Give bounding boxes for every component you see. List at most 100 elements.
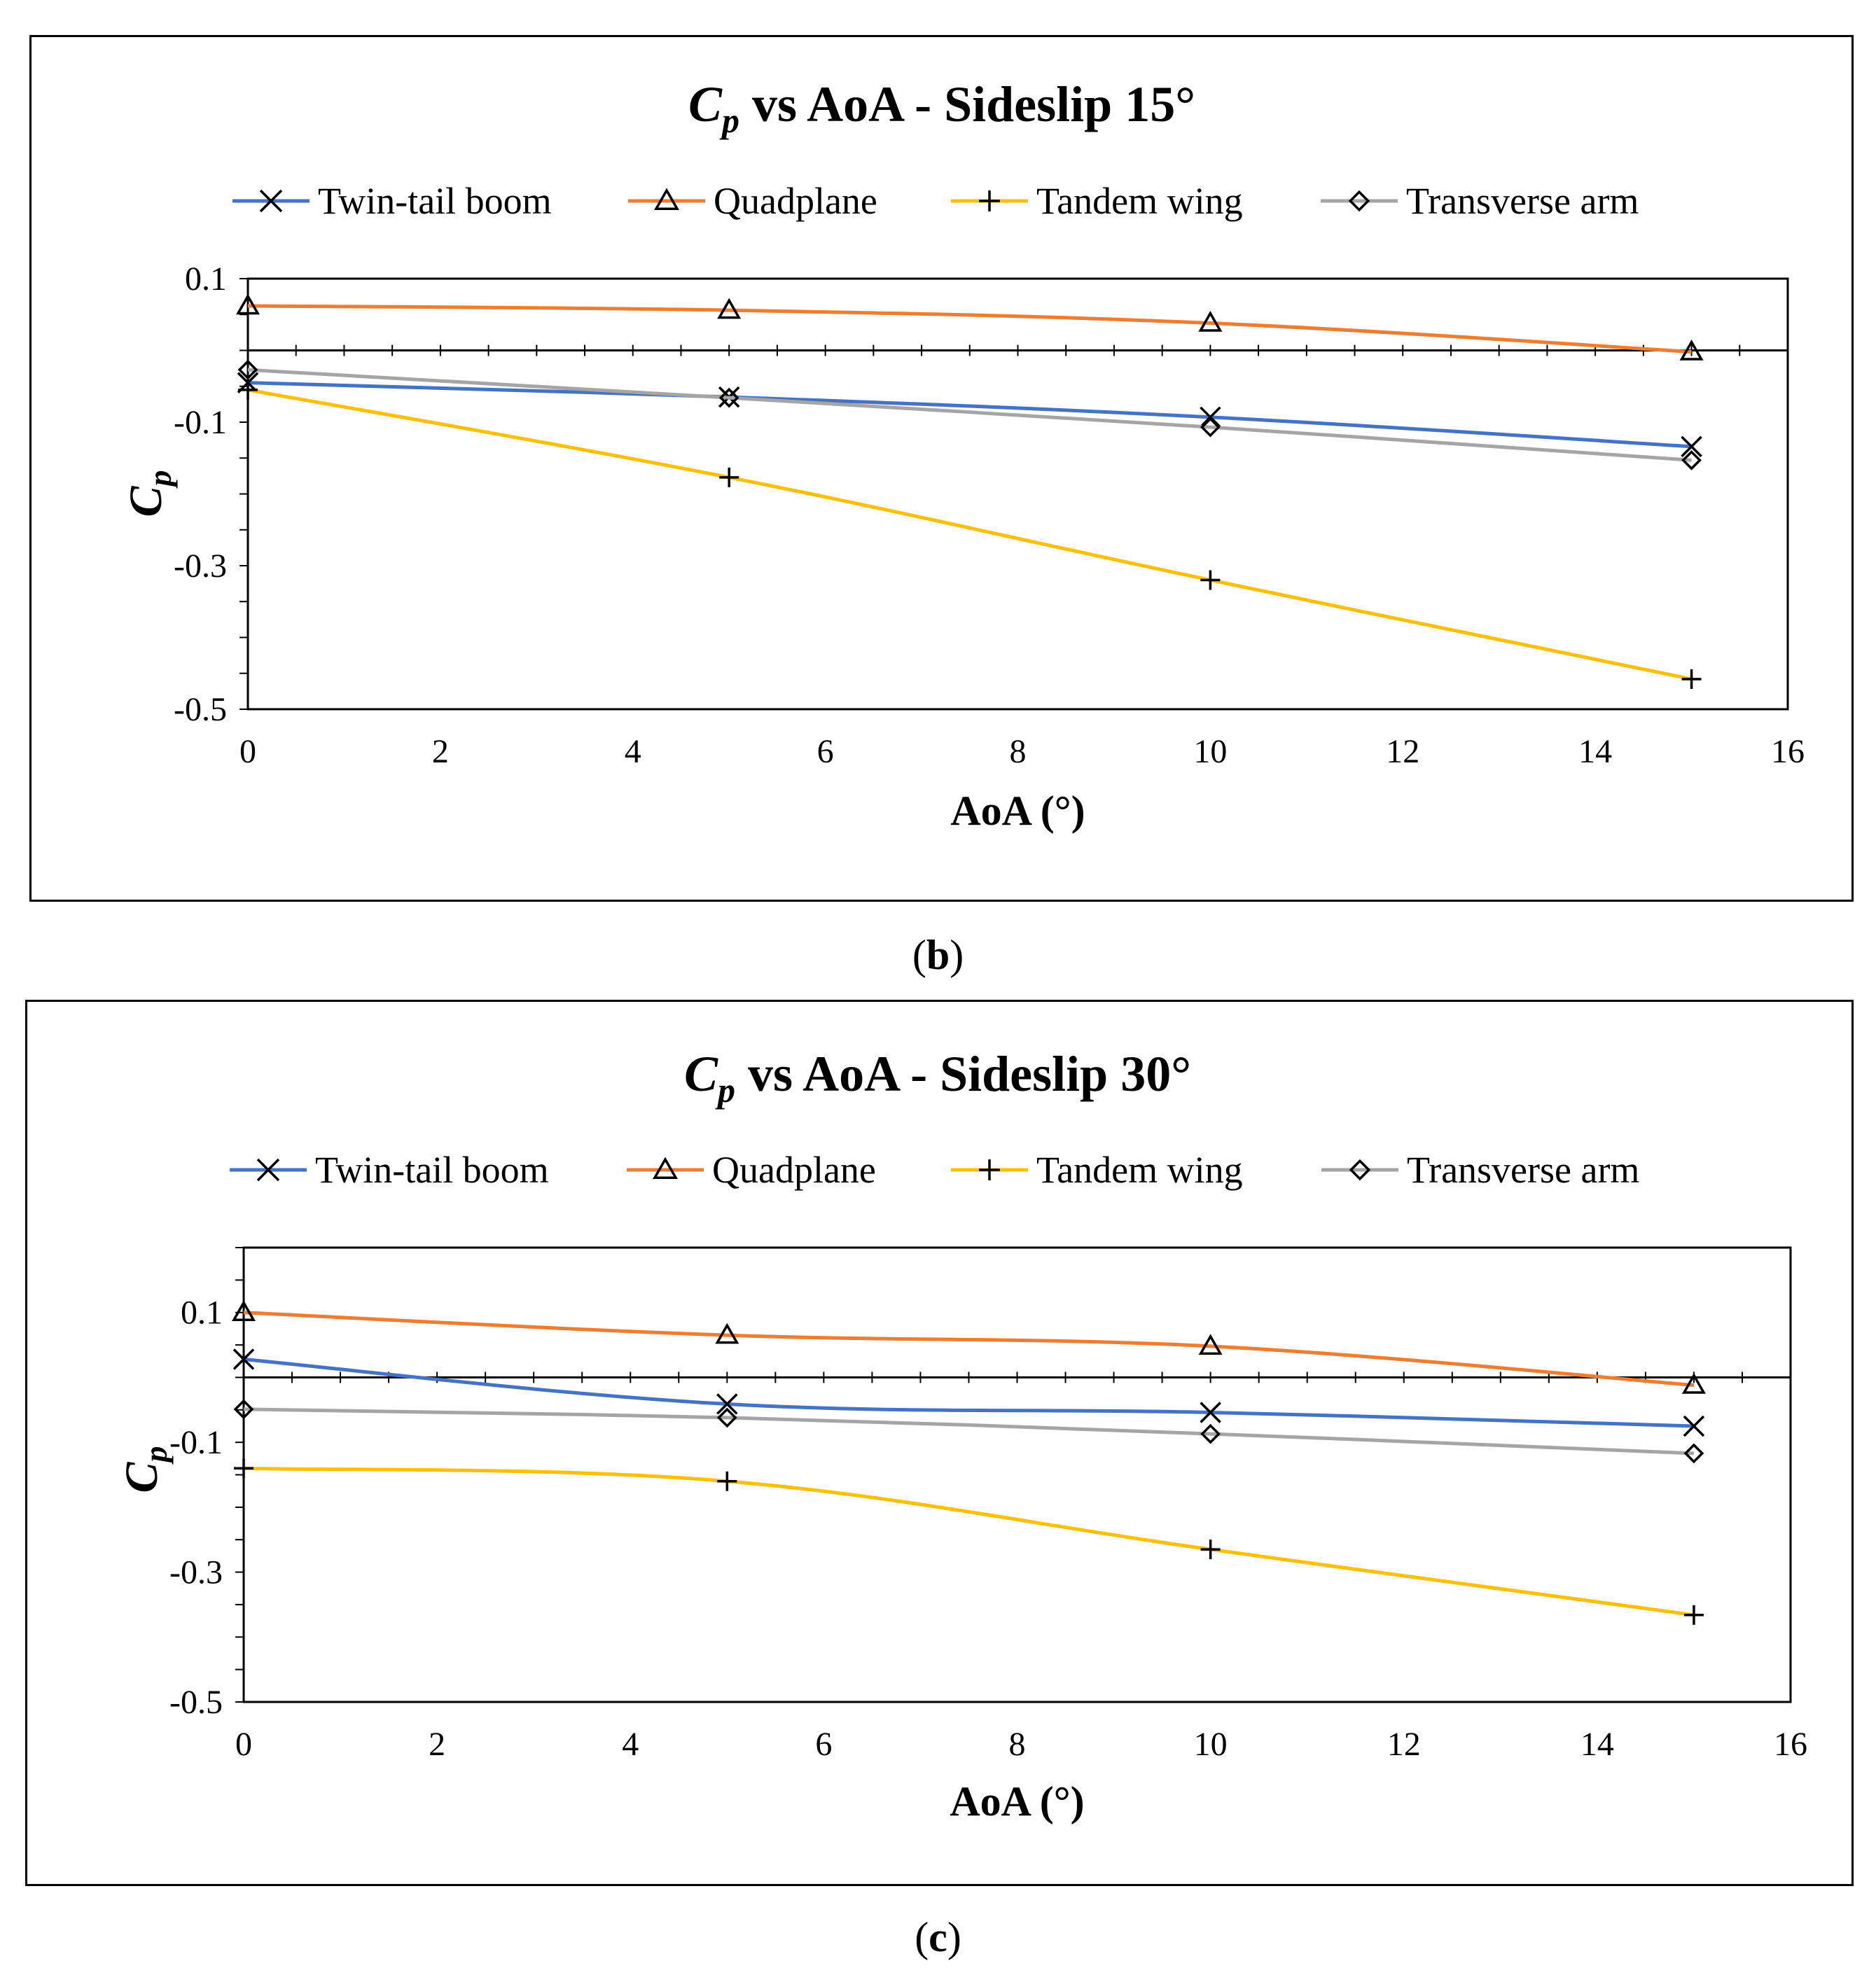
series-line (243, 1311, 1695, 1388)
chart-title: Cp vs AoA - Sideslip 30° (684, 1046, 1191, 1110)
data-point-diamond (718, 387, 739, 408)
y-label-c: C (120, 486, 172, 517)
legend-marker-diamond (1349, 1159, 1371, 1181)
title-rest: vs AoA - Sideslip 30° (735, 1046, 1191, 1102)
legend-label: Quadplane (712, 1149, 876, 1191)
panel-caption-b: (b) (912, 932, 964, 978)
y-label-subscript: p (138, 1446, 174, 1465)
legend-item-tandem-wing: Tandem wing (951, 180, 1243, 222)
legend-item-tandem-wing: Tandem wing (951, 1149, 1243, 1191)
data-point-triangle (1679, 340, 1704, 361)
chart-svg-c: Cp vs AoA - Sideslip 30° Twin-tail boom Qu… (116, 1046, 1807, 1824)
legend-label: Transverse arm (1406, 180, 1639, 222)
y-tick-label: -0.3 (174, 547, 227, 585)
legend-label: Transverse arm (1407, 1149, 1639, 1191)
x-tick-label: 0 (235, 1726, 252, 1763)
data-point-triangle (717, 298, 742, 319)
y-tick-label: -0.1 (174, 404, 227, 441)
x-tick-label: 16 (1771, 733, 1805, 770)
data-point-plus (1200, 1540, 1221, 1560)
data-point-diamond (1683, 1443, 1704, 1464)
data-point-diamond (1681, 449, 1702, 470)
y-label-subscript: p (142, 470, 178, 489)
series-line (243, 1466, 1695, 1617)
panel-label-b: b (926, 932, 950, 978)
panel-label-c: c (929, 1914, 947, 1960)
legend-label: Tandem wing (1036, 1149, 1243, 1191)
data-point-diamond (716, 1407, 737, 1428)
y-tick-label: -0.5 (169, 1684, 223, 1721)
series-line (243, 1407, 1695, 1456)
series-line (243, 1357, 1695, 1428)
legend-marker-x (259, 189, 283, 213)
title-subscript: p (715, 1070, 735, 1110)
chart-panel-b: Cp vs AoA - Sideslip 15° Twin-tail boom Qu… (29, 35, 1854, 902)
x-tick-label: 12 (1386, 733, 1419, 770)
legend-marker-x (256, 1158, 280, 1182)
legend-marker-plus (979, 190, 1000, 211)
series-line (247, 381, 1692, 449)
legend: Twin-tail boom Quadplane Tandem wing Transv… (232, 180, 1639, 222)
data-point-diamond (233, 1399, 254, 1420)
x-tick-label: 2 (432, 733, 449, 770)
data-point-plus (238, 379, 258, 400)
x-axis-label: AoA (°) (950, 1778, 1084, 1824)
legend-label: Twin-tail boom (315, 1149, 549, 1191)
legend-item-transverse-arm: Transverse arm (1321, 1149, 1639, 1191)
x-tick-label: 10 (1194, 1726, 1228, 1763)
data-point-x (716, 1393, 738, 1415)
series-quadplane (231, 1300, 1706, 1394)
x-tick-label: 12 (1387, 1726, 1421, 1763)
title-rest: vs AoA - Sideslip 15° (739, 76, 1195, 132)
x-tick-label: 6 (817, 733, 834, 770)
y-tick-label: -0.5 (174, 691, 227, 728)
legend-item-twin-tail-boom: Twin-tail boom (230, 1149, 549, 1191)
legend: Twin-tail boom Quadplane Tandem wing Transv… (230, 1149, 1639, 1191)
legend-item-twin-tail-boom: Twin-tail boom (232, 180, 552, 222)
chart-svg-b: Cp vs AoA - Sideslip 15° Twin-tail boom Qu… (120, 76, 1805, 834)
y-axis-label: Cp (116, 1446, 174, 1493)
legend-marker-plus (979, 1159, 1000, 1180)
x-tick-label: 2 (429, 1726, 445, 1763)
legend-marker-diamond (1348, 190, 1370, 212)
data-point-x (1681, 435, 1702, 458)
x-axis-label: AoA (°) (950, 788, 1085, 834)
data-point-triangle (1198, 311, 1223, 332)
data-point-triangle (235, 293, 260, 315)
legend-item-quadplane: Quadplane (628, 180, 877, 222)
plot-area (242, 1246, 1792, 1703)
data-point-x (232, 1348, 255, 1370)
legend-item-quadplane: Quadplane (627, 1149, 876, 1191)
title-c: C (684, 1046, 718, 1102)
series-quadplane (235, 293, 1704, 361)
y-label-c: C (116, 1462, 167, 1493)
series-transverse-arm (233, 1399, 1704, 1464)
y-tick-label: -0.1 (169, 1424, 223, 1461)
data-point-plus (234, 1458, 253, 1479)
legend-marker-triangle (652, 1157, 679, 1179)
legend-marker-triangle (653, 188, 680, 210)
x-tick-label: 8 (1010, 733, 1027, 770)
panel-caption-c: (c) (915, 1914, 961, 1960)
data-point-diamond (1200, 1423, 1221, 1444)
y-tick-label: 0.1 (181, 1294, 223, 1332)
series-twin-tail-boom (232, 1348, 1705, 1437)
data-point-plus (1200, 570, 1221, 590)
series-line (247, 388, 1693, 681)
series-twin-tail-boom (237, 372, 1702, 458)
legend-label: Tandem wing (1036, 180, 1243, 222)
data-point-plus (1681, 669, 1702, 689)
data-point-x (1200, 1402, 1221, 1423)
data-point-triangle (715, 1323, 739, 1344)
series-line (247, 304, 1692, 354)
title-subscript: p (719, 101, 739, 140)
x-tick-label: 14 (1580, 1726, 1614, 1763)
title-c: C (688, 76, 723, 132)
chart-panel-c: Cp vs AoA - Sideslip 30° Twin-tail boom Qu… (25, 1000, 1854, 1886)
x-tick-label: 0 (239, 733, 256, 770)
series-tandem-wing (238, 379, 1702, 689)
data-point-plus (717, 1471, 737, 1491)
data-point-plus (1683, 1605, 1704, 1625)
x-tick-label: 10 (1193, 733, 1227, 770)
data-point-diamond (1200, 417, 1221, 438)
